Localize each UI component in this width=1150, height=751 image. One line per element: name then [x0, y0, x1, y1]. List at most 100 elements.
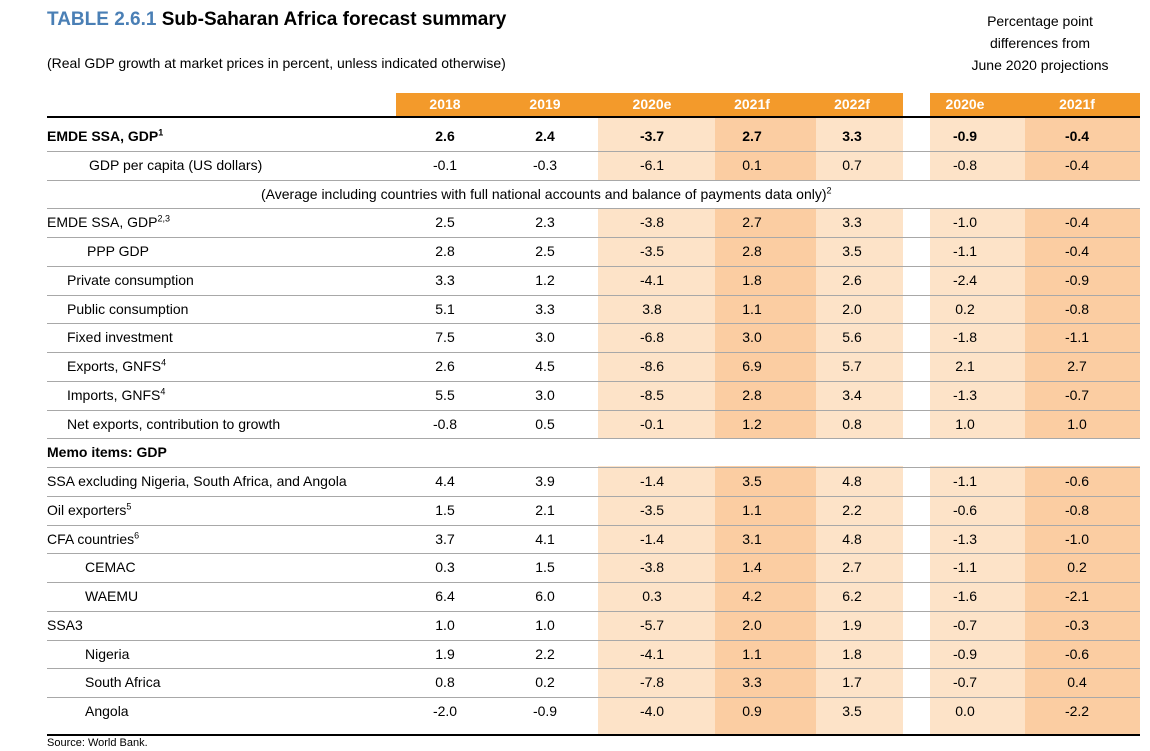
row-label: SSA excluding Nigeria, South Africa, and… [47, 467, 347, 495]
table-cell: 2.0 [842, 300, 862, 317]
table-cell: 0.8 [435, 674, 455, 691]
table-cell: 3.3 [842, 214, 862, 231]
table-cell: 6.2 [842, 588, 862, 604]
table-cell: 2.6 [435, 358, 455, 374]
row-label: Imports, GNFS4 [67, 381, 165, 409]
table-cell: 1.5 [435, 501, 455, 518]
table-row: Public consumption 5.1 3.3 3.8 1.1 2.0 0.2 -0.8 [47, 295, 1140, 323]
table-cell: -1.0 [1064, 530, 1090, 547]
row-label-text: PPP GDP [87, 243, 149, 259]
table-cell: -0.6 [1064, 473, 1090, 489]
table-cell: 2.7 [1067, 358, 1087, 374]
row-label-text: Angola [85, 703, 129, 719]
column-shade [715, 116, 816, 734]
table-cell: 3.3 [435, 271, 455, 288]
row-divider [47, 697, 1140, 698]
row-divider [47, 237, 1140, 238]
table-cell: -1.3 [952, 530, 978, 547]
row-label: Angola [85, 697, 129, 725]
table-cell: 0.2 [535, 674, 555, 691]
table-cell: 7.5 [435, 329, 455, 346]
table-cell: 0.3 [435, 559, 455, 576]
table-cell: 3.0 [535, 386, 555, 403]
table-row: Private consumption 3.3 1.2 -4.1 1.8 2.6 -2.4 -… [47, 266, 1140, 294]
row-label: EMDE SSA, GDP2,3 [47, 208, 170, 236]
table-title: TABLE 2.6.1 Sub-Saharan Africa forecast … [47, 9, 506, 31]
row-label: CFA countries6 [47, 525, 139, 553]
table-row: Fixed investment 7.5 3.0 -6.8 3.0 5.6 -1.8 -1.1 [47, 323, 1140, 351]
table-cell: 1.7 [842, 674, 862, 691]
row-label-text: EMDE SSA, GDP [47, 214, 158, 231]
column-gap [903, 116, 926, 734]
row-label-text: SSA3 [47, 616, 83, 633]
table-cell: -0.7 [952, 616, 978, 633]
row-label: South Africa [85, 668, 161, 696]
row-divider [47, 410, 1140, 411]
table-title-text: Sub-Saharan Africa forecast summary [161, 9, 507, 30]
footnote-marker: 4 [161, 357, 167, 368]
footnote-marker: 4 [160, 386, 166, 397]
column-header: 2020e [945, 96, 985, 112]
table-cell: 1.1 [742, 501, 762, 518]
row-label: Fixed investment [67, 323, 173, 351]
table-cell: 3.9 [535, 473, 555, 489]
row-label: WAEMU [85, 582, 138, 610]
row-label: Private consumption [67, 266, 194, 294]
table-cell: -0.7 [952, 674, 978, 691]
table-cell: 0.3 [642, 588, 662, 604]
table-cell: 3.3 [535, 300, 555, 317]
column-header: 2021f [1059, 96, 1095, 112]
row-label: Nigeria [85, 640, 129, 668]
table-cell: 0.9 [742, 703, 762, 719]
table-row: Imports, GNFS4 5.5 3.0 -8.5 2.8 3.4 -1.3 -0.7 [47, 381, 1140, 409]
table-subtitle: (Real GDP growth at market prices in per… [47, 55, 506, 71]
table-cell: -1.8 [952, 329, 978, 346]
table-cell: 2.4 [535, 128, 555, 144]
table-row: GDP per capita (US dollars) -0.1 -0.3 -6.1 0… [47, 151, 1140, 179]
table-cell: 2.8 [435, 243, 455, 259]
table-cell: -0.7 [1064, 386, 1090, 403]
table-cell: 4.1 [535, 530, 555, 547]
row-divider [47, 553, 1140, 554]
table-cell: 1.0 [535, 616, 555, 633]
table-cell: -2.0 [432, 703, 458, 719]
footnote-marker: 6 [134, 529, 140, 540]
table-cell: 3.5 [842, 703, 862, 719]
row-divider [47, 323, 1140, 324]
table-number: TABLE 2.6.1 [47, 9, 157, 30]
table-cell: -3.7 [639, 128, 665, 144]
table-cell: 2.1 [955, 358, 975, 374]
row-divider [47, 525, 1140, 526]
table-cell: -1.1 [1064, 329, 1090, 346]
row-label: Net exports, contribution to growth [67, 410, 280, 438]
diff-header-line: Percentage point [987, 13, 1093, 29]
table-cell: 1.9 [842, 616, 862, 633]
table-cell: -4.1 [639, 271, 665, 288]
diff-header: Percentage point differences from June 2… [940, 10, 1140, 76]
row-label: PPP GDP [87, 237, 149, 265]
table-row: Net exports, contribution to growth -0.8 0… [47, 410, 1140, 438]
table-row: Exports, GNFS4 2.6 4.5 -8.6 6.9 5.7 2.1 2.7 [47, 352, 1140, 380]
table-cell: 3.3 [742, 674, 762, 691]
table-row: Angola -2.0 -0.9 -4.0 0.9 3.5 0.0 -2.2 [47, 697, 1140, 725]
column-header: 2019 [529, 96, 561, 112]
row-label: EMDE SSA, GDP1 [47, 122, 163, 150]
table-cell: -7.8 [639, 674, 665, 691]
table-row: EMDE SSA, GDP2,3 2.5 2.3 -3.8 2.7 3.3 -1.0 -0.4 [47, 208, 1140, 236]
table-cell: -0.6 [952, 501, 978, 518]
table-cell: -2.4 [952, 271, 978, 288]
table-cell: -1.0 [952, 214, 978, 231]
table-cell: 2.6 [842, 271, 862, 288]
table-row: PPP GDP 2.8 2.5 -3.5 2.8 3.5 -1.1 -0.4 [47, 237, 1140, 265]
table-cell: -0.9 [532, 703, 558, 719]
table-cell: -8.6 [639, 358, 665, 374]
table-cell: 0.8 [842, 415, 862, 432]
footnote-marker: 1 [158, 127, 164, 138]
table-cell: 1.5 [535, 559, 555, 576]
table-cell: 4.5 [535, 358, 555, 374]
table-cell: -0.9 [1064, 271, 1090, 288]
table-cell: 5.7 [842, 358, 862, 374]
table-cell: -0.9 [952, 645, 978, 662]
table-cell: 1.2 [535, 271, 555, 288]
table-cell: -1.6 [952, 588, 978, 604]
